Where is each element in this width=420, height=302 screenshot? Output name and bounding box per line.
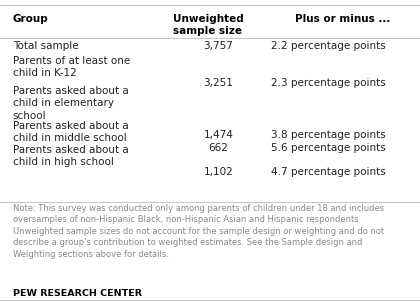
Text: 662: 662 [208, 143, 228, 153]
Text: Parents of at least one
child in K-12: Parents of at least one child in K-12 [13, 56, 130, 78]
Text: Parents asked about a
child in middle school: Parents asked about a child in middle sc… [13, 121, 129, 143]
Text: 2.2 percentage points: 2.2 percentage points [271, 41, 386, 51]
Text: 3.8 percentage points: 3.8 percentage points [271, 130, 386, 140]
Text: Parents asked about a
child in elementary
school: Parents asked about a child in elementar… [13, 86, 129, 121]
Text: Unweighted
sample size: Unweighted sample size [173, 14, 243, 36]
Text: Group: Group [13, 14, 48, 24]
Text: 1,102: 1,102 [204, 167, 233, 177]
Text: Note: This survey was conducted only among parents of children under 18 and incl: Note: This survey was conducted only amo… [13, 204, 384, 259]
Text: 1,474: 1,474 [203, 130, 234, 140]
Text: 3,757: 3,757 [203, 41, 234, 51]
Text: 2.3 percentage points: 2.3 percentage points [271, 78, 386, 88]
Text: Plus or minus ...: Plus or minus ... [294, 14, 390, 24]
Text: Parents asked about a
child in high school: Parents asked about a child in high scho… [13, 145, 129, 167]
Text: 3,251: 3,251 [203, 78, 234, 88]
Text: Total sample: Total sample [13, 41, 78, 51]
Text: 5.6 percentage points: 5.6 percentage points [271, 143, 386, 153]
Text: 4.7 percentage points: 4.7 percentage points [271, 167, 386, 177]
Text: PEW RESEARCH CENTER: PEW RESEARCH CENTER [13, 289, 142, 298]
